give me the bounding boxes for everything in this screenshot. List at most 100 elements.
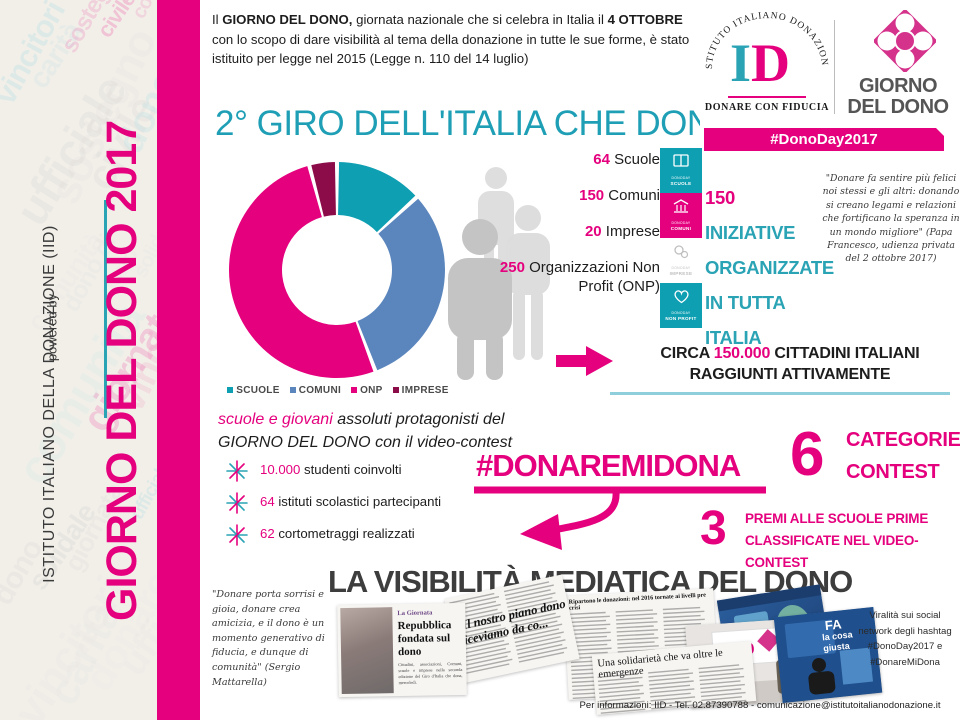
bullet-item: 62 cortometraggi realizzati <box>226 522 506 554</box>
gdd-line1: GIORNO <box>858 75 938 97</box>
iniziative-line2: ORGANIZZATE <box>705 257 834 278</box>
intro-bold-giorno-del-dono: GIORNO DEL DONO, <box>222 12 353 27</box>
heart-icon <box>660 289 702 309</box>
gears-icon <box>660 244 702 264</box>
bullet-text: 10.000 studenti coinvolti <box>260 462 402 477</box>
legend-swatch <box>289 387 296 394</box>
legend-swatch <box>227 387 234 394</box>
clipping-repubblica: La Giornata Repubblica fondata sul dono … <box>337 602 467 698</box>
legend-item-scuole: SCUOLE <box>227 385 279 396</box>
legend-item-imprese: IMPRESE <box>392 385 449 396</box>
prizes-text: PREMI ALLE SCUOLE PRIME CLASSIFICATE NEL… <box>745 508 960 574</box>
iid-letter-d: D <box>751 33 791 93</box>
clipping-body: Cittadini, associazioni, Comuni, scuole … <box>398 660 463 686</box>
intro-part1: Il <box>212 12 223 27</box>
stat-label: Scuole <box>609 151 660 168</box>
legend-swatch <box>392 387 399 394</box>
intro-bold-date: 4 OTTOBRE <box>607 12 683 27</box>
stat-row: 64 Scuole <box>480 150 660 169</box>
clipping-kicker: La Giornata <box>397 609 433 618</box>
iid-tagline: DONARE CON FIDUCIA <box>704 102 830 113</box>
donut-slice-imprese <box>311 162 336 217</box>
badge-small-label: DONODAY <box>671 176 691 180</box>
donut-slice-scuole <box>338 162 416 233</box>
donut-slice-onp <box>228 166 374 378</box>
bullet-item: 10.000 studenti coinvolti <box>226 458 506 490</box>
circa-line2: RAGGIUNTI ATTIVAMENTE <box>689 366 891 383</box>
iniziative-number: 150 <box>705 187 735 208</box>
badge-non-profit: DONODAY NON PROFIT <box>660 283 702 328</box>
categories-number: 6 <box>790 420 825 489</box>
sidebar-pink-bar <box>157 0 200 720</box>
gdd-text: GIORNO DEL DONO <box>846 76 950 118</box>
arrow-right-icon <box>556 346 613 376</box>
legend-item-comuni: COMUNI <box>289 385 342 396</box>
intro-part3: con lo scopo di dare visibilità al tema … <box>212 31 643 47</box>
stat-number: 20 <box>584 223 602 240</box>
bullet-text: 64 istituti scolastici partecipanti <box>260 494 442 509</box>
bullet-number: 62 <box>260 526 275 541</box>
building-icon <box>660 199 702 218</box>
social-note: Viralità sui social network degli hashta… <box>858 610 952 668</box>
iid-arc-text-icon: ISTITUTO ITALIANO DONAZIONE <box>704 12 828 69</box>
logo-divider <box>834 20 835 114</box>
chart-legend: SCUOLE COMUNI ONP IMPRESE <box>218 385 458 396</box>
badge-label: IMPRESE <box>669 271 693 276</box>
iniziative-word: INIZIATIVE <box>705 222 796 243</box>
clipping-photo <box>340 607 394 695</box>
legend-label: ONP <box>360 385 383 396</box>
legend-item-onp: ONP <box>351 385 383 396</box>
stat-number: 64 <box>593 151 610 168</box>
badge-label: NON PROFIT <box>665 316 697 321</box>
iid-logo: ISTITUTO ITALIANO DONAZIONE ID DONARE CO… <box>704 8 830 126</box>
book-icon <box>660 154 702 172</box>
bullet-number: 10.000 <box>260 462 301 477</box>
hashtag-banner-label: #DonoDay2017 <box>770 131 878 148</box>
lead-highlight: scuole e giovani <box>218 411 333 428</box>
circa-number: 150.000 <box>713 345 771 362</box>
bullet-number: 64 <box>260 494 275 509</box>
hashtag-banner: #DonoDay2017 <box>704 128 944 151</box>
logo-block: ISTITUTO ITALIANO DONAZIONE ID DONARE CO… <box>700 6 952 152</box>
donut-chart <box>228 162 445 378</box>
prizes-number: 3 <box>700 502 727 555</box>
prizes-line1: PREMI ALLE SCUOLE PRIME <box>745 511 929 526</box>
legend-label: SCUOLE <box>236 385 280 396</box>
badge-label: SCUOLE <box>670 181 692 186</box>
circa-band: CIRCA 150.000 CITTADINI ITALIANI RAGGIUN… <box>620 343 960 385</box>
intro-paragraph: Il GIORNO DEL DONO, giornata nazionale c… <box>212 10 692 69</box>
bullet-text: 62 cortometraggi realizzati <box>260 526 415 541</box>
clipping-tv-2: FA la cosa giusta <box>773 607 883 703</box>
iniziative-line3: IN TUTTA ITALIA <box>705 292 785 348</box>
stats-list: 64 Scuole 150 Comuni 20 Imprese 250 Organiz… <box>480 150 660 313</box>
circa-post: CITTADINI ITALIANI <box>770 345 920 362</box>
stat-number: 150 <box>579 187 605 204</box>
badge-comuni: DONODAY COMUNI <box>660 193 702 238</box>
hook-arrow-icon <box>474 486 766 550</box>
stat-label: Comuni <box>604 187 660 204</box>
people-silhouettes-icon <box>448 167 550 380</box>
legend-label: COMUNI <box>298 385 342 396</box>
sidebar-divider <box>104 200 107 418</box>
gdd-line2: DEL DONO <box>847 96 949 118</box>
contact-line: Per informazioni: IID - Tel. 02.87390788… <box>579 700 941 711</box>
donaremidona-hashtag: #DONAREMIDONA <box>476 448 741 483</box>
stat-number: 250 <box>499 259 525 276</box>
iniziative-line1: 150 INIZIATIVE <box>705 180 825 250</box>
legend-swatch <box>351 387 358 394</box>
asterisk-bullet-icon <box>226 460 248 482</box>
badge-small-label: DONODAY <box>671 221 691 225</box>
iid-rule <box>728 96 806 98</box>
categories-text: CATEGORIE CONTEST <box>846 424 960 488</box>
stat-label: Organizzazioni Non Profit (ONP) <box>524 259 660 295</box>
iniziative-block: 150 INIZIATIVE ORGANIZZATE IN TUTTA ITAL… <box>705 180 834 355</box>
asterisk-bullet-icon <box>226 492 248 514</box>
sidebar-title: GIORNO DEL DONO 2017 <box>98 120 146 621</box>
lead-line2: GIORNO DEL DONO con il video-contest <box>218 434 513 451</box>
badge-small-label: DONODAY <box>671 311 691 315</box>
donut-slice-comuni <box>357 198 445 371</box>
badge-imprese: DONODAY IMPRESE <box>660 238 702 283</box>
sidebar-organization: ISTITUTO ITALIANO DELLA DONAZIONE (IID) <box>41 225 58 583</box>
iid-letters: ID <box>730 36 790 90</box>
